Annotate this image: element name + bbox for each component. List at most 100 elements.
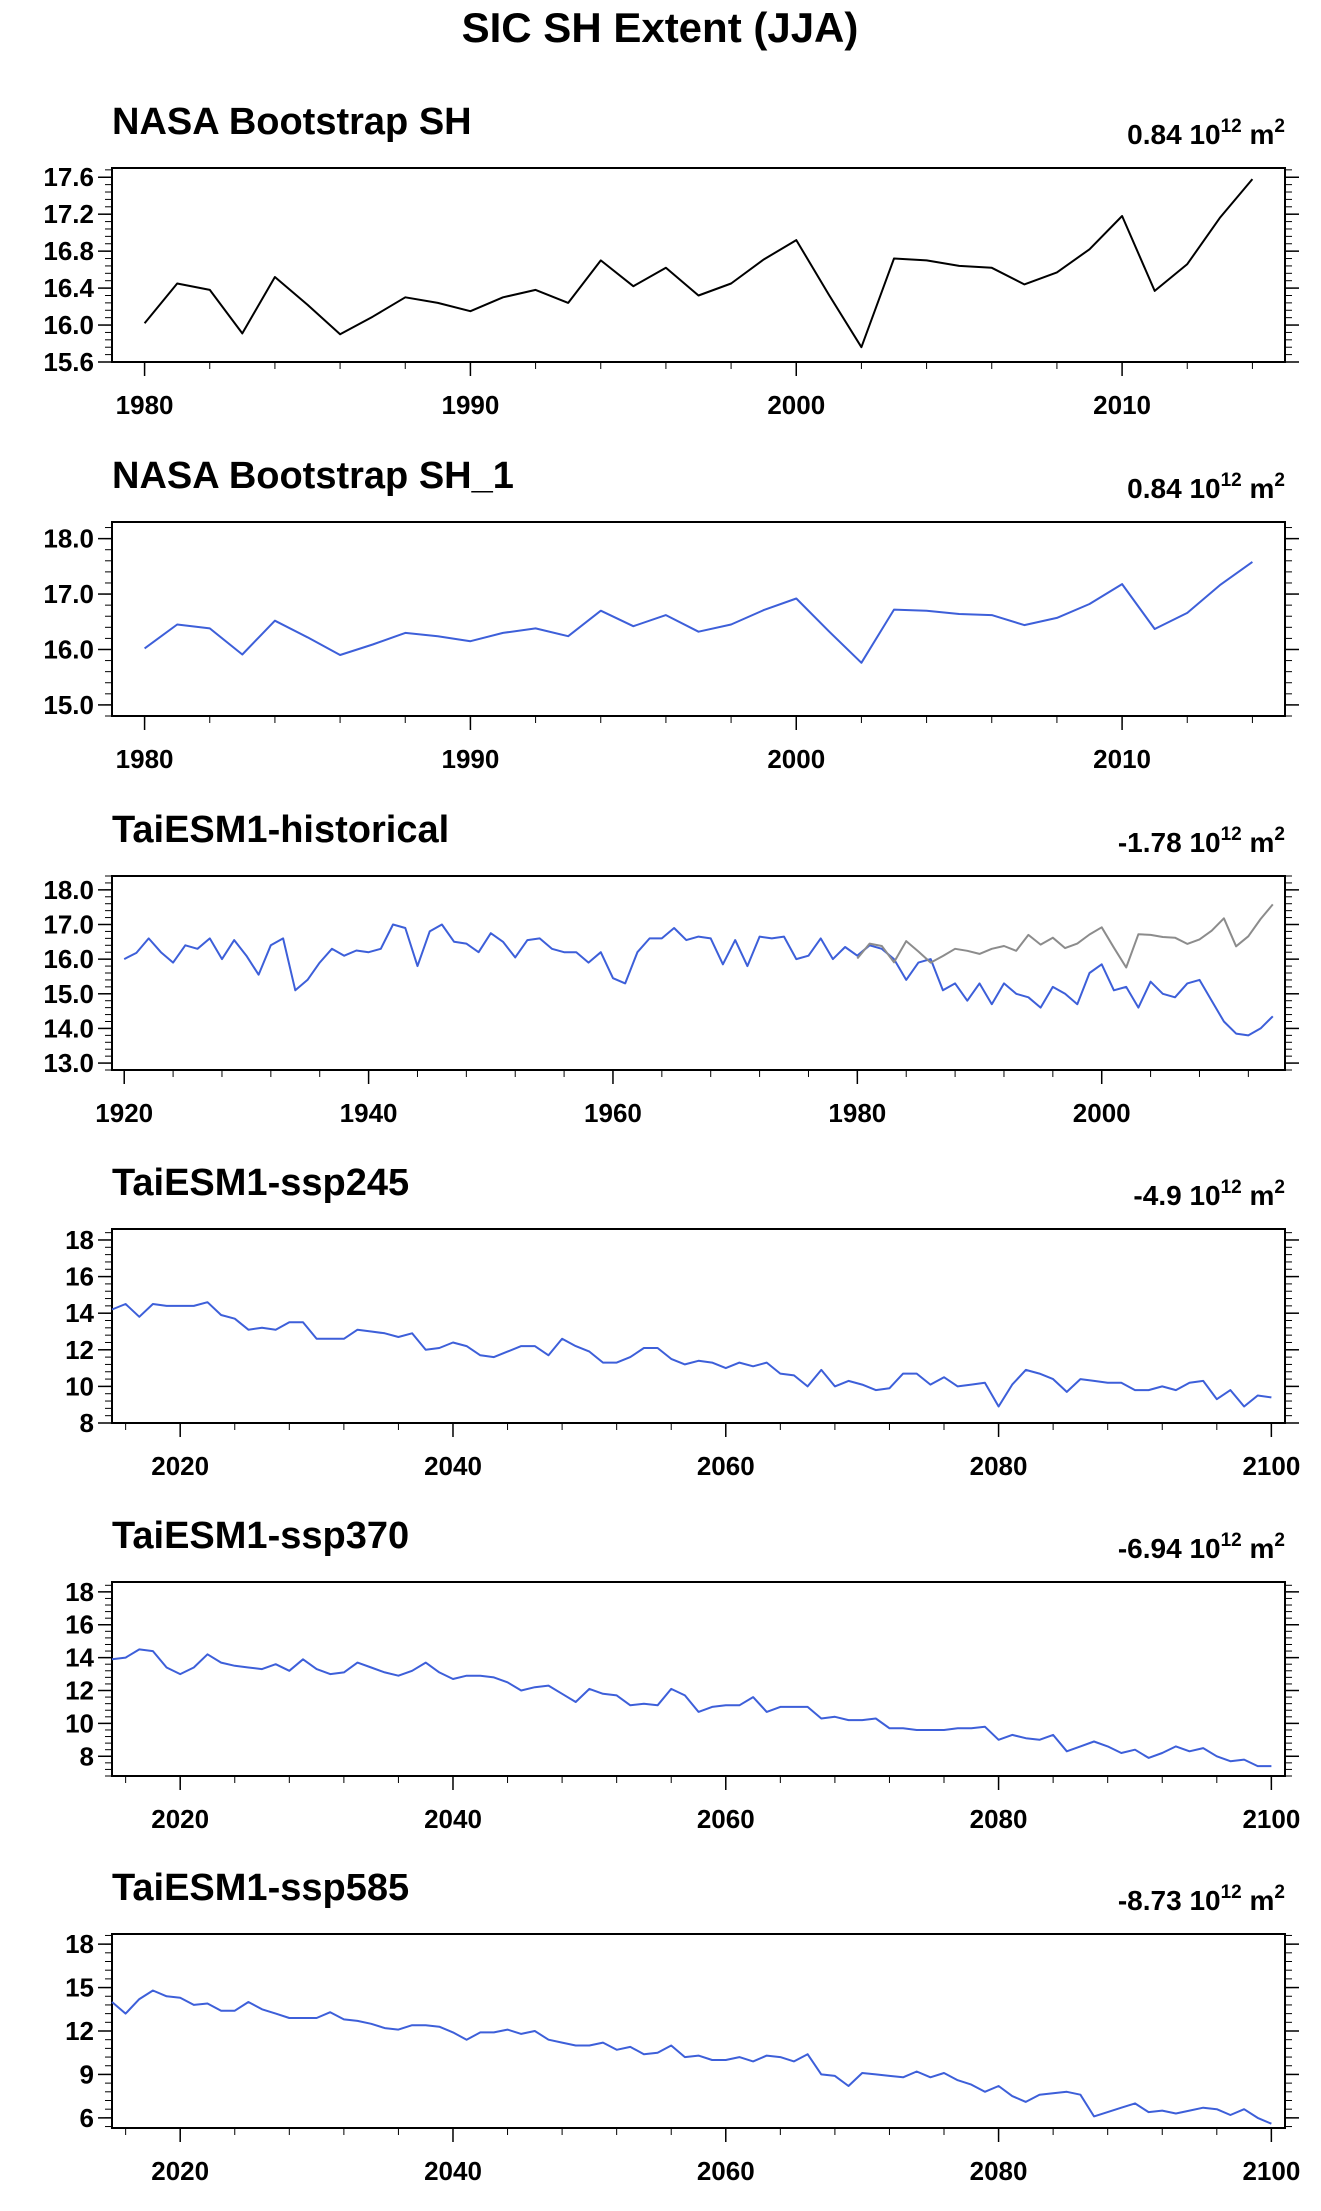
trend-label: -6.94 1012 m2 [1118,1530,1285,1564]
plot-frame [111,167,1286,363]
panel-2: NASA Bootstrap SH_1 0.84 1012 m2 15.0 16.0 1… [43,455,1299,774]
y-tick-label: 12 [65,1335,94,1365]
x-tick-label: 2020 [151,2156,209,2186]
y-tick-label: 16.0 [43,634,94,664]
x-tick-label: 2020 [151,1804,209,1834]
trend-value: -8.73 10 [1118,1885,1221,1916]
panel-1: NASA Bootstrap SH 0.84 1012 m2 15.6 16.0 16.… [43,101,1299,420]
y-tick-label: 14 [65,1298,94,1328]
trend-exponent: 12 [1221,1177,1242,1198]
x-tick-label: 1920 [95,1098,153,1128]
x-tick-label: 1990 [441,390,499,420]
y-tick-label: 9 [80,2059,94,2089]
x-tick-label: 2000 [767,744,825,774]
x-tick-label: 2040 [424,1804,482,1834]
y-tick-label: 14 [65,1643,94,1673]
trend-unit-exponent: 2 [1274,470,1285,491]
panel-title: NASA Bootstrap SH_1 [112,455,514,497]
x-tick-label: 2100 [1242,2156,1300,2186]
x-tick-label: 2100 [1242,1804,1300,1834]
trend-unit: m [1242,473,1275,504]
trend-unit: m [1242,1885,1275,1916]
plot-frame [111,521,1286,717]
x-tick-label: 1940 [340,1098,398,1128]
x-tick-label: 2000 [767,390,825,420]
trend-label: 0.84 1012 m2 [1127,470,1285,504]
trend-unit-exponent: 2 [1274,1177,1285,1198]
panel-title: TaiESM1-historical [112,809,449,851]
y-tick-label: 17.6 [43,162,94,192]
trend-label: -1.78 1012 m2 [1118,824,1285,858]
y-tick-label: 8 [80,1741,94,1771]
x-tick-label: 2040 [424,1451,482,1481]
y-tick-label: 18.0 [43,875,94,905]
x-tick-label: 1990 [441,744,499,774]
y-tick-label: 10 [65,1371,94,1401]
y-tick-label: 14.0 [43,1013,94,1043]
plot-frame [111,875,1286,1071]
x-tick-label: 2010 [1093,390,1151,420]
y-tick-label: 15.6 [43,347,94,377]
panel-title: TaiESM1-ssp585 [112,1867,409,1909]
trend-label: 0.84 1012 m2 [1127,116,1285,150]
trend-unit-exponent: 2 [1274,824,1285,845]
series-line-1 [123,923,1274,1037]
y-tick-label: 17.2 [43,199,94,229]
figure-title: SIC SH Extent (JJA) [462,4,859,51]
x-tick-label: 2000 [1073,1098,1131,1128]
y-tick-label: 16.0 [43,944,94,974]
series-line-2 [856,903,1274,969]
y-tick-label: 15.0 [43,690,94,720]
y-tick-label: 16 [65,1262,94,1292]
y-tick-label: 15 [65,1973,94,2003]
y-tick-label: 13.0 [43,1048,94,1078]
trend-unit-exponent: 2 [1274,1882,1285,1903]
series-line-1 [144,561,1253,664]
trend-exponent: 12 [1221,1530,1242,1551]
x-tick-label: 2100 [1242,1451,1300,1481]
panel-5: TaiESM1-ssp370 -6.94 1012 m28101214161820… [65,1515,1300,1834]
trend-unit: m [1242,119,1275,150]
x-tick-label: 1960 [584,1098,642,1128]
y-tick-label: 16 [65,1610,94,1640]
x-tick-label: 1980 [828,1098,886,1128]
y-tick-label: 10 [65,1708,94,1738]
y-tick-label: 17.0 [43,910,94,940]
panel-3: TaiESM1-historical -1.78 1012 m2 13.0 14.0 1… [43,809,1299,1128]
trend-unit: m [1242,1180,1275,1211]
x-tick-label: 2080 [970,1804,1028,1834]
plot-frame [111,1581,1286,1777]
x-tick-label: 2040 [424,2156,482,2186]
x-tick-label: 2010 [1093,744,1151,774]
panel-title: NASA Bootstrap SH [112,101,472,143]
y-tick-label: 18 [65,1225,94,1255]
y-tick-label: 12 [65,1676,94,1706]
plot-frame [111,1933,1286,2129]
x-tick-label: 1980 [116,390,174,420]
y-tick-label: 17.0 [43,579,94,609]
x-tick-label: 2080 [970,1451,1028,1481]
trend-unit: m [1242,827,1275,858]
trend-exponent: 12 [1221,824,1242,845]
trend-value: -6.94 10 [1118,1533,1221,1564]
x-tick-label: 2060 [697,2156,755,2186]
x-tick-label: 2080 [970,2156,1028,2186]
x-tick-label: 1980 [116,744,174,774]
y-tick-label: 12 [65,2016,94,2046]
y-tick-label: 8 [80,1408,94,1438]
x-tick-label: 2060 [697,1451,755,1481]
y-tick-label: 16.8 [43,236,94,266]
plot-frame [111,1228,1286,1424]
x-tick-label: 2060 [697,1804,755,1834]
y-tick-label: 18.0 [43,524,94,554]
y-tick-label: 18 [65,1929,94,1959]
trend-unit: m [1242,1533,1275,1564]
y-tick-label: 16.0 [43,310,94,340]
y-tick-label: 15.0 [43,979,94,1009]
y-tick-label: 6 [80,2103,94,2133]
trend-unit-exponent: 2 [1274,1530,1285,1551]
trend-unit-exponent: 2 [1274,116,1285,137]
panels: NASA Bootstrap SH 0.84 1012 m2 15.6 16.0 16.… [43,101,1300,2186]
